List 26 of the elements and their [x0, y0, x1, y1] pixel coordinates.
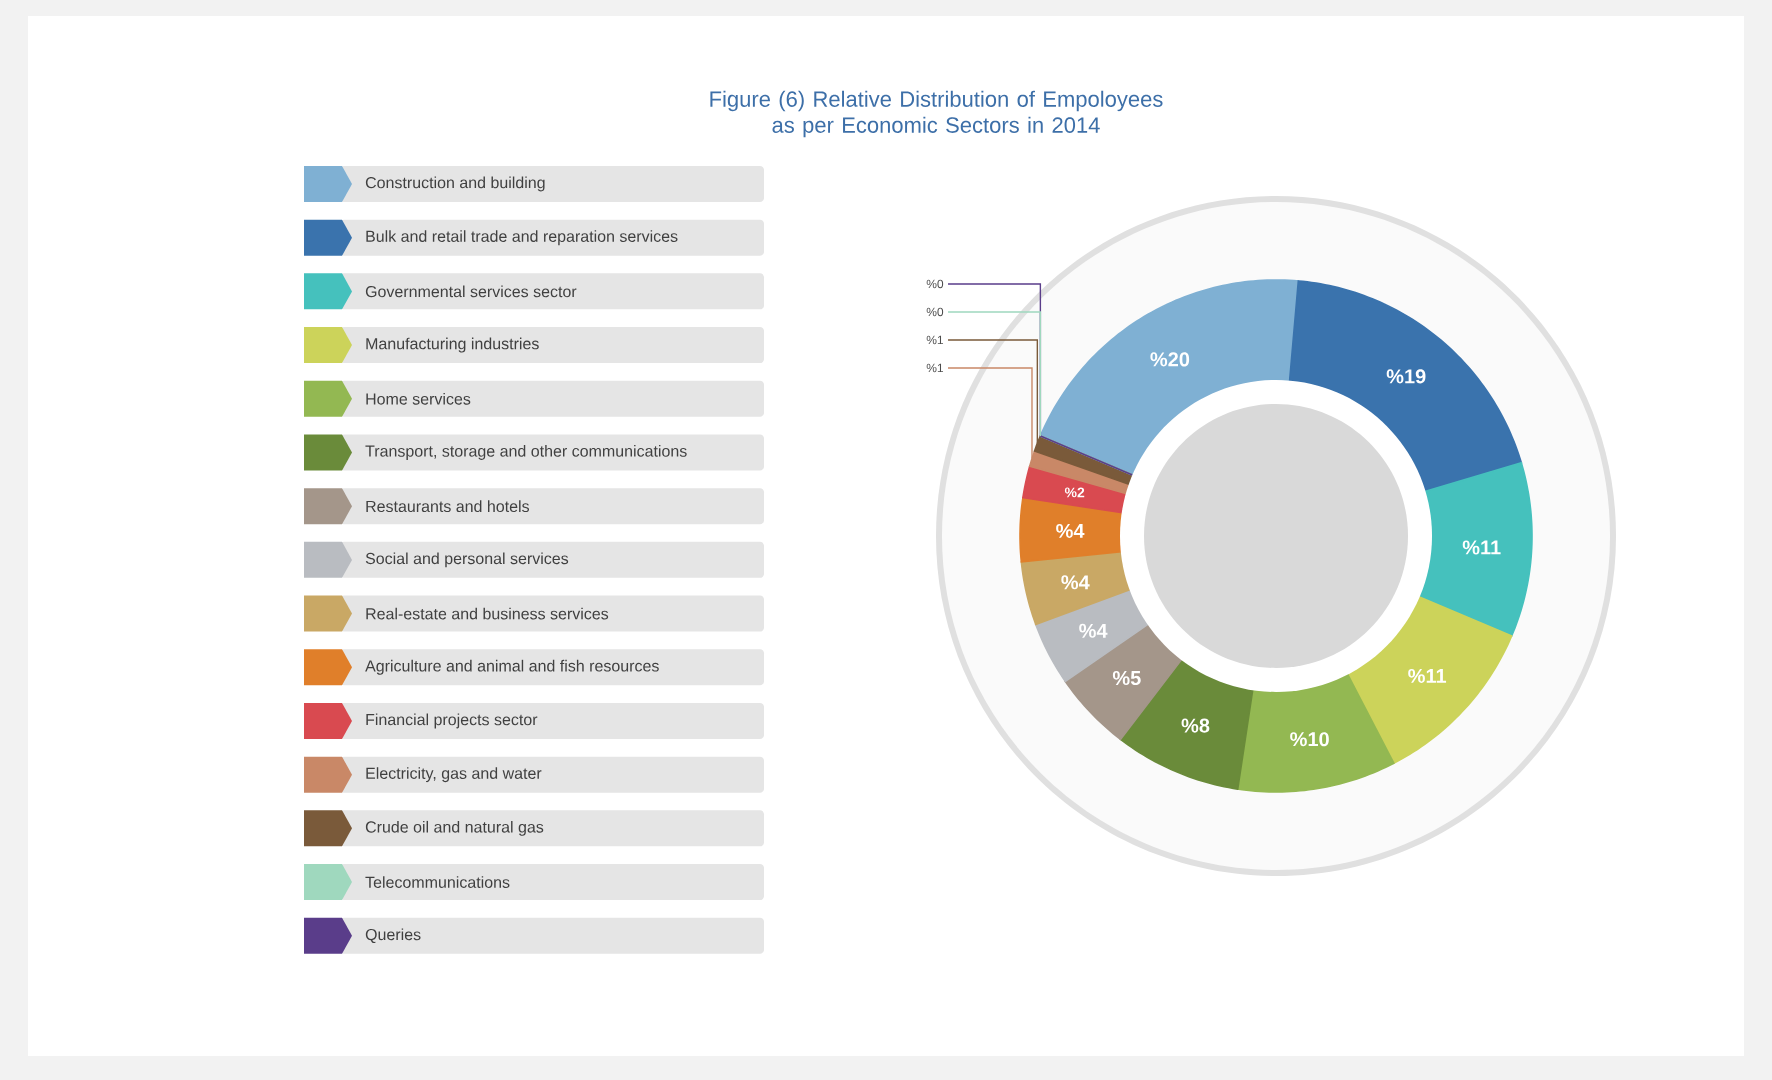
data-label: %8	[1181, 718, 1210, 733]
legend-label: Construction and building	[365, 176, 545, 192]
data-label: %11	[1462, 540, 1501, 555]
data-label: %10	[1290, 732, 1329, 747]
data-label: %4	[1061, 575, 1090, 590]
legend-label: Restaurants and hotels	[366, 500, 530, 513]
data-label: %4	[1079, 623, 1108, 638]
legend-label: Transport, storage and other communications	[365, 445, 687, 460]
data-label: %20	[1150, 352, 1190, 367]
legend-label: Social and personal services	[365, 552, 569, 568]
chart-title: Figure (6) Relative Distribution of Empoloyees as per Economic Sectors in 2014	[710, 90, 1163, 138]
legend-label: Agriculture and animal and fish resources	[365, 659, 659, 675]
legend-label: Queries	[365, 928, 421, 944]
data-label: %5	[1112, 670, 1141, 686]
legend-label: Telecommunications	[365, 876, 510, 888]
data-label: %4	[1056, 523, 1085, 538]
legend-label: Bulk and retail trade and reparation services	[366, 230, 678, 246]
data-label: %11	[1408, 668, 1447, 683]
data-label: %19	[1386, 369, 1426, 384]
legend-label: Governmental services sector	[365, 285, 577, 298]
legend-label: Manufacturing industries	[366, 337, 539, 353]
legend-label: Electricity, gas and water	[366, 767, 542, 783]
legend-label: Home services	[366, 392, 471, 405]
legend-label: Real-estate and business services	[366, 607, 609, 620]
legend-label: Crude oil and natural gas	[365, 820, 544, 836]
legend-label: Financial projects sector	[366, 713, 538, 729]
